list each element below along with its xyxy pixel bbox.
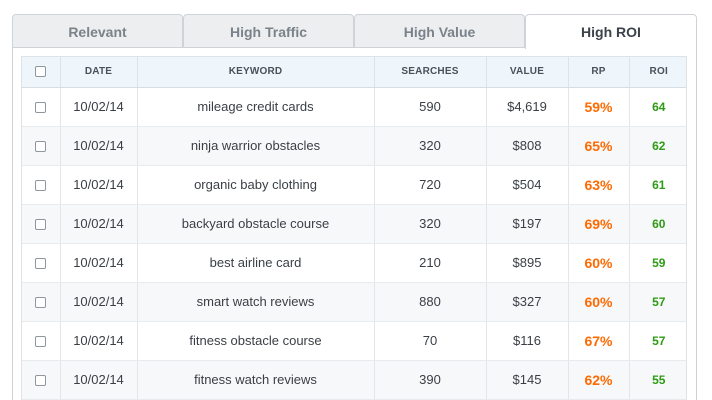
row-select-cell [22, 360, 61, 400]
roi-cell: 61 [629, 165, 686, 205]
keyword-cell: mileage credit cards [137, 87, 375, 127]
table-row[interactable]: 10/02/14 best airline card 210 $895 60% … [22, 243, 686, 283]
table-row[interactable]: 10/02/14 fitness obstacle course 70 $116… [22, 321, 686, 361]
value-cell: $4,619 [486, 87, 569, 127]
table-row[interactable]: 10/02/14 organic baby clothing 720 $504 … [22, 165, 686, 205]
rp-cell: 67% [568, 321, 630, 361]
date-cell: 10/02/14 [60, 126, 138, 166]
table-row[interactable]: 10/02/14 fitness watch reviews 390 $145 … [22, 360, 686, 400]
searches-cell: 70 [374, 321, 487, 361]
keyword-cell: fitness watch reviews [137, 360, 375, 400]
table-row[interactable]: 10/02/14 ninja warrior obstacles 320 $80… [22, 126, 686, 166]
tab-relevant[interactable]: Relevant [12, 14, 183, 48]
roi-cell: 62 [629, 126, 686, 166]
tab-bar: Relevant High Traffic High Value High RO… [12, 14, 697, 49]
keyword-cell: organic baby clothing [137, 165, 375, 205]
keyword-cell: ninja warrior obstacles [137, 126, 375, 166]
searches-cell: 390 [374, 360, 487, 400]
rp-cell: 59% [568, 87, 630, 127]
row-select-cell [22, 282, 61, 322]
rp-cell: 60% [568, 282, 630, 322]
searches-cell: 320 [374, 204, 487, 244]
roi-cell: 64 [629, 87, 686, 127]
keyword-cell: fitness obstacle course [137, 321, 375, 361]
row-checkbox[interactable] [35, 141, 47, 153]
rp-cell: 60% [568, 243, 630, 283]
date-cell: 10/02/14 [60, 321, 138, 361]
value-cell: $895 [486, 243, 569, 283]
row-checkbox[interactable] [35, 297, 47, 309]
value-cell: $808 [486, 126, 569, 166]
table-row[interactable]: 10/02/14 smart watch reviews 880 $327 60… [22, 282, 686, 322]
table-row[interactable]: 10/02/14 mileage credit cards 590 $4,619… [22, 87, 686, 127]
roi-cell: 60 [629, 204, 686, 244]
row-checkbox[interactable] [35, 258, 47, 270]
row-select-cell [22, 126, 61, 166]
keyword-cell: best airline card [137, 243, 375, 283]
value-cell: $197 [486, 204, 569, 244]
searches-cell: 590 [374, 87, 487, 127]
roi-cell: 55 [629, 360, 686, 400]
row-checkbox[interactable] [35, 375, 47, 387]
rp-cell: 62% [568, 360, 630, 400]
date-cell: 10/02/14 [60, 243, 138, 283]
keyword-cell: smart watch reviews [137, 282, 375, 322]
keyword-grid: DATE KEYWORD SEARCHES VALUE RP ROI 10/02… [21, 56, 687, 400]
tab-high-value[interactable]: High Value [354, 14, 525, 48]
row-checkbox[interactable] [35, 180, 47, 192]
row-checkbox[interactable] [35, 336, 47, 348]
row-checkbox[interactable] [35, 102, 47, 114]
tab-panel: DATE KEYWORD SEARCHES VALUE RP ROI 10/02… [12, 47, 697, 400]
column-header-value[interactable]: VALUE [486, 57, 569, 88]
value-cell: $116 [486, 321, 569, 361]
keyword-cell: backyard obstacle course [137, 204, 375, 244]
roi-cell: 57 [629, 321, 686, 361]
rp-cell: 69% [568, 204, 630, 244]
column-header-roi[interactable]: ROI [629, 57, 686, 88]
row-select-cell [22, 321, 61, 361]
value-cell: $327 [486, 282, 569, 322]
date-cell: 10/02/14 [60, 204, 138, 244]
table-row[interactable]: 10/02/14 backyard obstacle course 320 $1… [22, 204, 686, 244]
row-select-cell [22, 204, 61, 244]
tab-high-traffic[interactable]: High Traffic [183, 14, 354, 48]
rp-cell: 63% [568, 165, 630, 205]
select-all-checkbox[interactable] [35, 66, 47, 78]
row-select-cell [22, 87, 61, 127]
column-header-searches[interactable]: SEARCHES [374, 57, 487, 88]
table-body: 10/02/14 mileage credit cards 590 $4,619… [22, 87, 686, 400]
roi-cell: 59 [629, 243, 686, 283]
date-cell: 10/02/14 [60, 282, 138, 322]
row-checkbox[interactable] [35, 219, 47, 231]
date-cell: 10/02/14 [60, 360, 138, 400]
value-cell: $504 [486, 165, 569, 205]
select-all-cell [22, 57, 61, 88]
tab-high-roi[interactable]: High ROI [525, 14, 697, 49]
column-header-date[interactable]: DATE [60, 57, 138, 88]
roi-cell: 57 [629, 282, 686, 322]
keyword-table: DATE KEYWORD SEARCHES VALUE RP ROI 10/02… [22, 57, 686, 400]
date-cell: 10/02/14 [60, 87, 138, 127]
searches-cell: 720 [374, 165, 487, 205]
rp-cell: 65% [568, 126, 630, 166]
table-header-row: DATE KEYWORD SEARCHES VALUE RP ROI [22, 57, 686, 88]
value-cell: $145 [486, 360, 569, 400]
column-header-rp[interactable]: RP [568, 57, 630, 88]
row-select-cell [22, 165, 61, 205]
row-select-cell [22, 243, 61, 283]
date-cell: 10/02/14 [60, 165, 138, 205]
searches-cell: 210 [374, 243, 487, 283]
searches-cell: 880 [374, 282, 487, 322]
column-header-keyword[interactable]: KEYWORD [137, 57, 375, 88]
searches-cell: 320 [374, 126, 487, 166]
